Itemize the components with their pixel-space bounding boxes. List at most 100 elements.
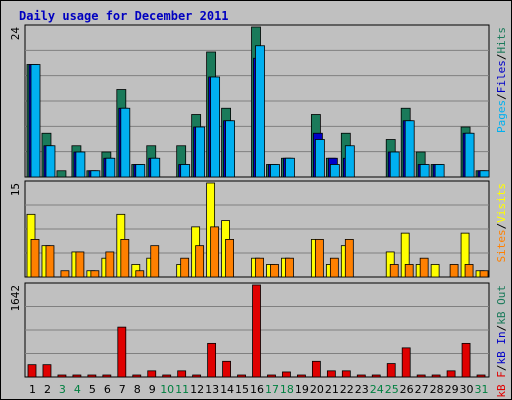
bar-pages [419,164,430,178]
bar-kb-f [222,360,231,378]
bar-pages [225,120,235,178]
bar-sites [225,238,234,278]
bar-pages [30,64,41,178]
bar-kb-f [87,374,97,378]
bar-kb-f [42,364,52,378]
x-tick-label: 15 [235,383,249,396]
bar-sites [75,251,85,278]
bar-sites [285,257,294,278]
bar-pages [75,151,86,178]
legend-entry: Sites [495,229,508,262]
bar-hits [56,170,67,178]
bar-kb-f [132,374,142,378]
bar-kb-f [371,374,381,378]
bar-visits [430,264,440,278]
x-tick-label: 24 [370,383,384,396]
bar-kb-f [446,370,456,378]
bar-sites [90,270,100,278]
x-tick-label: 3 [59,383,66,396]
x-tick-label: 16 [250,383,264,396]
bar-sites [270,264,279,278]
legend-entry: kB F [495,371,508,398]
x-tick-label: 22 [340,383,354,396]
y-max-label: 15 [9,183,22,196]
bar-sites [419,257,429,278]
bar-kb-f [461,342,471,378]
x-tick-label: 6 [104,383,111,396]
chart-title: Daily usage for December 2011 [19,9,229,23]
bar-sites [449,264,459,278]
bar-kb-f [162,374,172,378]
bar-pages [285,157,295,178]
x-tick-label: 27 [415,383,429,396]
bar-sites [105,251,115,278]
x-tick-label: 2 [44,383,51,396]
bar-sites [45,245,55,278]
bar-pages [195,126,206,178]
bar-kb-f [27,364,37,378]
bar-pages [464,132,475,178]
bar-kb-f [252,284,261,378]
bar-kb-f [356,374,366,378]
bar-pages [135,164,146,178]
bar-pages [314,139,325,178]
bar-kb-f [326,370,336,378]
bar-pages [404,120,415,178]
x-tick-label: 4 [74,383,81,396]
x-tick-label: 23 [355,383,369,396]
legend-middle: Sites/Visits [495,183,508,263]
bar-sites [464,264,474,278]
x-tick-label: 5 [89,383,96,396]
bar-kb-f [207,342,217,378]
legend-entry: Pages [495,100,508,133]
bar-pages [90,170,101,178]
x-tick-label: 12 [190,383,204,396]
bar-kb-f [416,374,426,378]
x-tick-label: 25 [385,383,399,396]
bar-sites [60,270,70,278]
bar-sites [404,264,414,278]
legend-entry: kB In [495,331,508,364]
bar-kb-f [311,360,321,378]
bar-kb-f [102,374,112,378]
bar-pages [120,107,131,178]
bar-sites [344,238,354,278]
bar-sites [255,257,264,278]
bar-kb-f [476,374,486,378]
x-tick-label: 1 [29,383,36,396]
bar-sites [120,238,130,278]
x-tick-label: 13 [205,383,219,396]
legend-separator: / [495,93,508,100]
y-max-label: 1642 [9,285,22,312]
x-tick-label: 29 [445,383,459,396]
bar-pages [329,164,340,178]
x-tick-label: 7 [119,383,126,396]
x-tick-label: 20 [310,383,324,396]
x-tick-label: 18 [280,383,294,396]
x-tick-label: 19 [295,383,309,396]
bar-kb-f [147,370,157,378]
bar-sites [135,270,145,278]
bar-kb-f [401,347,411,378]
x-tick-label: 31 [475,383,489,396]
bar-kb-f [177,370,187,378]
bar-sites [389,264,399,278]
bar-kb-f [297,374,306,378]
x-tick-label: 30 [460,383,474,396]
bar-kb-f [341,370,351,378]
bar-sites [195,245,205,278]
bar-pages [434,164,445,178]
bar-sites [479,270,489,278]
legend-top: Pages/Files/Hits [495,27,508,133]
bar-pages [180,164,191,178]
bar-pages [105,157,116,178]
bar-sites [30,238,40,278]
bar-pages [45,145,56,178]
bar-pages [270,164,280,178]
bar-kb-f [431,374,441,378]
bar-kb-f [282,371,291,378]
bar-pages [255,45,265,178]
bar-kb-f [57,374,67,378]
